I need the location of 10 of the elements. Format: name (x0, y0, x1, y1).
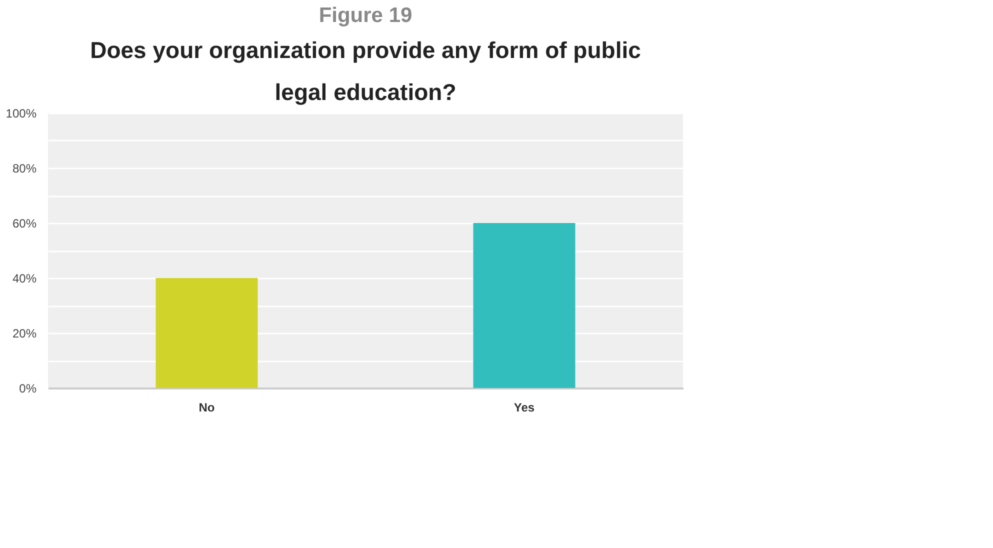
y-tick-label: 60% (12, 216, 37, 230)
y-tick-label: 0% (19, 382, 37, 396)
y-tick-label: 20% (12, 326, 37, 340)
chart-subtitle: Does your organization provide any form of public legal education? (90, 37, 642, 105)
x-tick-label: Yes (514, 400, 535, 414)
chart-title: Figure 19 (318, 4, 412, 27)
y-tick-label: 100% (6, 106, 37, 120)
y-tick-label: 40% (12, 272, 37, 286)
y-tick-label: 80% (12, 162, 37, 176)
x-tick-label: No (198, 400, 215, 414)
